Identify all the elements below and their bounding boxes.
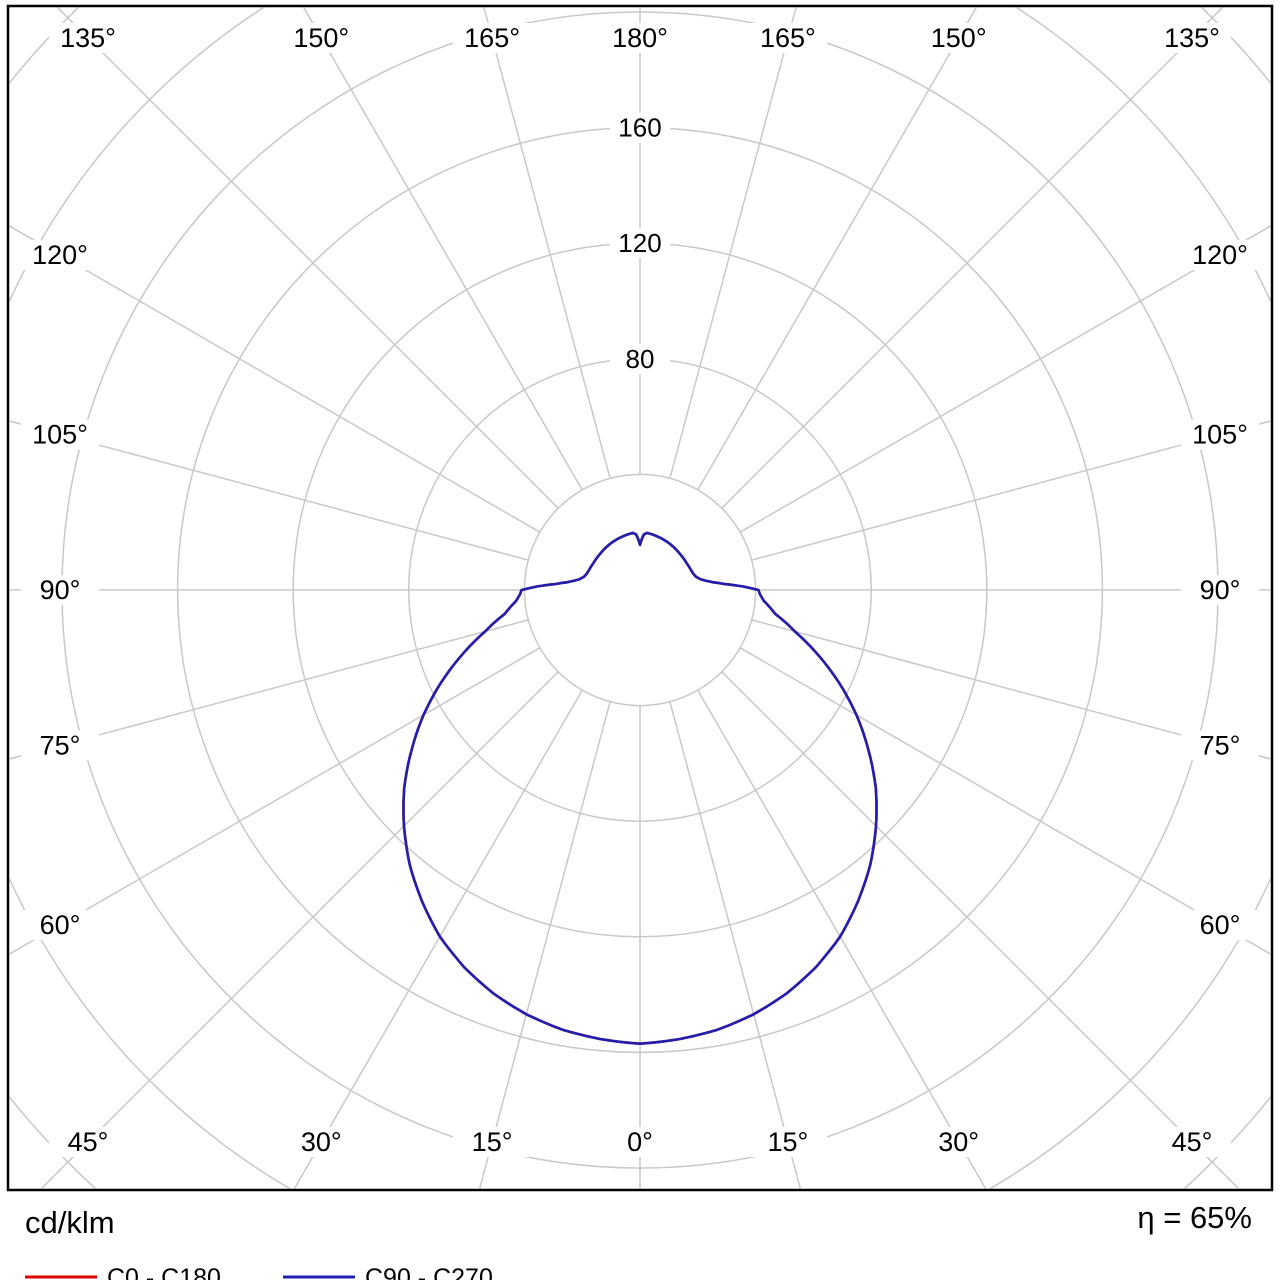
angle-label-150: 150° — [293, 23, 349, 53]
efficiency-label: η = 65% — [1137, 1200, 1252, 1235]
angle-label-15: 15° — [767, 1127, 808, 1157]
grid-ray — [669, 7, 797, 479]
legend-label-c0-c180: C0 - C180 — [107, 1264, 221, 1280]
curve-C90-C270 — [402, 531, 878, 1045]
label-halo — [610, 343, 670, 374]
grid-ray — [483, 7, 611, 479]
radius-label-120: 120 — [618, 228, 661, 258]
legend-label-c90-c270: C90 - C270 — [365, 1264, 493, 1280]
angle-label-15: 15° — [472, 1127, 513, 1157]
axis-labels: 0° 15° 15° 30° 30° 45° 45° 60° 60° 75° 75° 90° 90° 10… — [21, 23, 1259, 1157]
label-halo — [282, 1127, 361, 1157]
grid-ray — [9, 619, 529, 760]
label-halo — [601, 1127, 679, 1157]
radius-label-160: 160 — [618, 113, 661, 143]
angle-label-60: 60° — [40, 910, 81, 940]
grid-ray — [478, 701, 611, 1189]
grid-ray — [9, 647, 541, 955]
angle-label-180: 180° — [612, 23, 668, 53]
label-halo — [21, 909, 99, 940]
label-halo — [21, 419, 99, 450]
angle-label-120: 120° — [1192, 240, 1248, 270]
grid-ray — [739, 225, 1271, 533]
grid-ray — [697, 689, 987, 1189]
angle-label-75: 75° — [1200, 730, 1241, 760]
label-halo — [748, 1127, 827, 1157]
label-halo — [21, 240, 99, 271]
angle-label-75: 75° — [40, 730, 81, 760]
grid-ray — [293, 689, 583, 1189]
grid-ray — [9, 420, 529, 561]
label-halo — [1181, 909, 1259, 940]
angle-label-135: 135° — [1164, 23, 1220, 53]
label-halo — [21, 730, 99, 761]
angle-label-0: 0° — [627, 1127, 653, 1157]
label-halo — [49, 1127, 127, 1157]
angle-label-45: 45° — [68, 1127, 109, 1157]
label-halo — [21, 575, 99, 605]
label-halo — [453, 1127, 532, 1157]
intensity-curves — [402, 531, 878, 1045]
label-halo — [282, 23, 361, 53]
angle-label-90: 90° — [1200, 575, 1241, 605]
angle-label-90: 90° — [40, 575, 81, 605]
angle-label-165: 165° — [760, 23, 816, 53]
label-halo — [610, 228, 670, 259]
label-halo — [601, 23, 679, 53]
angle-label-60: 60° — [1200, 910, 1241, 940]
label-halo — [610, 112, 670, 143]
grid-ray — [751, 619, 1271, 760]
angle-label-165: 165° — [464, 23, 520, 53]
label-halo — [453, 23, 532, 53]
plot-frame — [6, 4, 1274, 1192]
label-halo — [1181, 575, 1259, 605]
angle-label-150: 150° — [931, 23, 987, 53]
grid-ray — [302, 7, 583, 491]
grid-ray — [9, 225, 541, 533]
label-halo — [1153, 1127, 1231, 1157]
label-halo — [919, 23, 998, 53]
label-halo — [49, 23, 127, 53]
label-halo — [748, 23, 827, 53]
angle-label-105: 105° — [32, 420, 88, 450]
label-halo — [1153, 23, 1231, 53]
grid-ray — [697, 7, 978, 491]
angle-label-30: 30° — [301, 1127, 342, 1157]
label-halo — [1181, 419, 1259, 450]
angle-label-30: 30° — [938, 1127, 979, 1157]
radius-label-80: 80 — [626, 344, 655, 374]
units-label: cd/klm — [25, 1205, 115, 1240]
label-halo — [1181, 240, 1259, 271]
angle-label-105: 105° — [1192, 420, 1248, 450]
grid-ray — [669, 701, 802, 1189]
angle-label-135: 135° — [60, 23, 116, 53]
label-halo — [919, 1127, 998, 1157]
grid-ray — [739, 647, 1271, 955]
grid-ray — [751, 420, 1271, 561]
angle-label-45: 45° — [1172, 1127, 1213, 1157]
angle-label-120: 120° — [32, 240, 88, 270]
label-halo — [1181, 730, 1259, 761]
